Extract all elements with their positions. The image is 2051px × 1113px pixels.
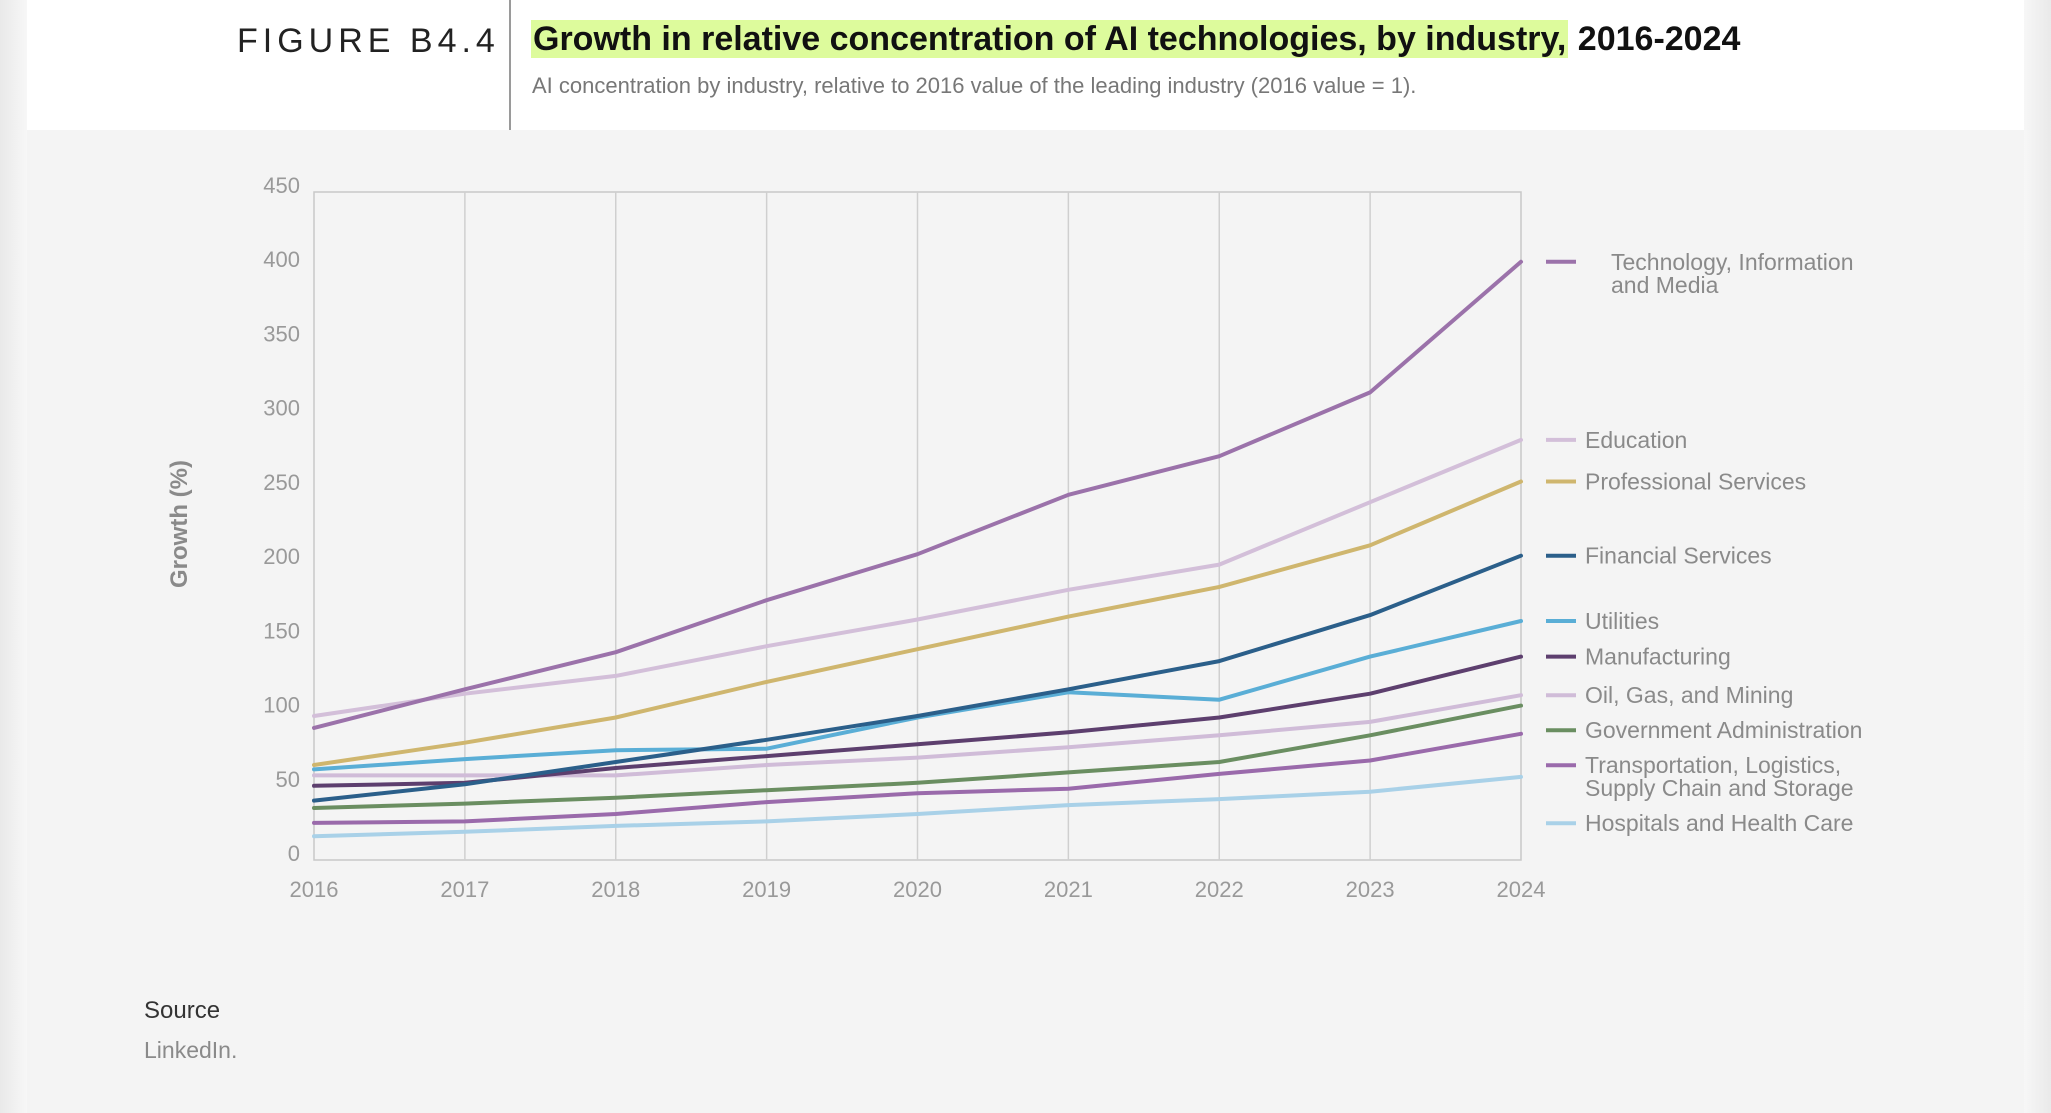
figure-title-highlight: Growth in relative concentration of AI t… <box>531 20 1569 58</box>
series-line <box>312 479 1523 767</box>
source-text: LinkedIn. <box>144 1037 238 1063</box>
series-line <box>312 774 1523 839</box>
legend-label: and Media <box>1611 272 1719 298</box>
y-tick-label: 50 <box>276 767 300 792</box>
x-tick-label: 2024 <box>1497 877 1546 902</box>
y-tick-label: 400 <box>263 247 300 272</box>
page-margin-right <box>2024 0 2051 1113</box>
legend-label: Professional Services <box>1585 468 1806 494</box>
page-margin-left <box>0 0 27 1113</box>
series-line <box>312 731 1523 825</box>
legend-label: Transportation, Logistics, <box>1585 752 1841 778</box>
legend-label: Government Administration <box>1585 717 1862 743</box>
legend-label: Technology, Information <box>1611 249 1854 275</box>
legend-label: Education <box>1585 427 1687 453</box>
legend-label: Oil, Gas, and Mining <box>1585 682 1793 708</box>
x-tick-label: 2016 <box>290 877 339 902</box>
legend-label: Supply Chain and Storage <box>1585 775 1854 801</box>
x-tick-label: 2019 <box>742 877 791 902</box>
figure-title-years: 2016-2024 <box>1568 20 1741 58</box>
y-tick-label: 0 <box>288 841 300 866</box>
legend-label: Utilities <box>1585 608 1659 634</box>
source-heading: Source <box>144 997 221 1024</box>
y-tick-label: 250 <box>263 470 300 495</box>
legend-label: Manufacturing <box>1585 644 1731 670</box>
figure-header: FIGURE B4.4 Growth in relative concentra… <box>27 0 2024 130</box>
x-tick-label: 2018 <box>591 877 640 902</box>
legend-label: Financial Services <box>1585 543 1772 569</box>
x-tick-label: 2020 <box>893 877 942 902</box>
legend-label: Hospitals and Health Care <box>1585 810 1853 836</box>
x-tick-label: 2017 <box>440 877 489 902</box>
y-tick-label: 200 <box>263 544 300 569</box>
series-line <box>312 703 1523 810</box>
series-line <box>312 553 1523 803</box>
series-line <box>312 437 1523 718</box>
series-line <box>312 259 1523 730</box>
y-tick-label: 450 <box>263 173 300 198</box>
y-tick-label: 100 <box>263 693 300 718</box>
header-divider <box>509 0 511 130</box>
figure-subtitle: AI concentration by industry, relative t… <box>532 73 1417 98</box>
figure-title: Growth in relative concentration of AI t… <box>531 20 1740 59</box>
line-chart: 0 50 100 150 200 250 300 350 400 450 2016 2017 2018 2… <box>166 173 1862 902</box>
figure-label: FIGURE B4.4 <box>237 22 500 60</box>
chart-panel: 0 50 100 150 200 250 300 350 400 450 2016 2017 2018 2… <box>27 130 2024 1113</box>
y-tick-label: 150 <box>263 618 300 643</box>
x-tick-label: 2022 <box>1195 877 1244 902</box>
x-tick-label: 2023 <box>1346 877 1395 902</box>
y-tick-label: 300 <box>263 396 300 421</box>
x-tick-label: 2021 <box>1044 877 1093 902</box>
y-tick-label: 350 <box>263 321 300 346</box>
y-axis-label: Growth (%) <box>166 460 193 588</box>
